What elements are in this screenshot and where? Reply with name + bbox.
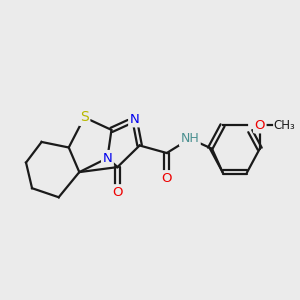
Text: O: O (112, 186, 123, 199)
Text: N: N (103, 152, 112, 164)
Text: N: N (130, 113, 140, 126)
Text: CH₃: CH₃ (274, 119, 295, 132)
Text: O: O (161, 172, 172, 184)
Text: S: S (80, 110, 89, 124)
Text: O: O (254, 119, 265, 132)
Text: NH: NH (181, 132, 199, 145)
